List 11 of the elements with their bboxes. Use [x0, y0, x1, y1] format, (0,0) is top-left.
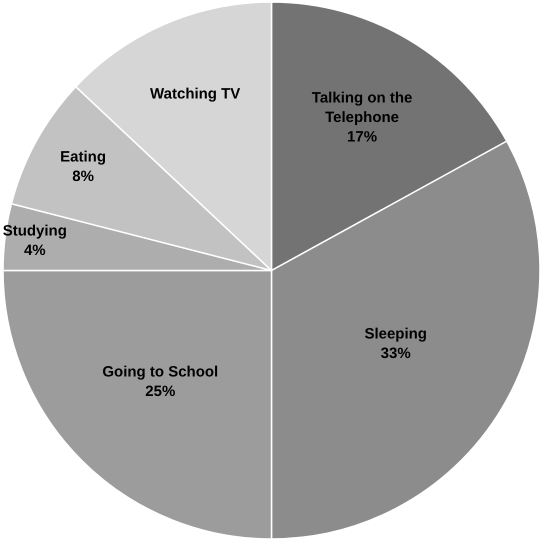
data-label: 4%: [24, 242, 46, 259]
data-label: 17%: [347, 128, 378, 146]
data-label: 33%: [380, 345, 411, 362]
slice-label: Eating: [60, 148, 106, 166]
slice-label: Going to School: [102, 363, 218, 380]
slice-label: Studying: [2, 222, 67, 240]
slice-label: Sleeping: [364, 326, 427, 343]
data-label: 25%: [145, 382, 176, 400]
slice-label: Talking on the Telephone: [312, 89, 412, 126]
slice-label: Watching TV: [150, 86, 240, 103]
data-label: 8%: [72, 168, 94, 186]
